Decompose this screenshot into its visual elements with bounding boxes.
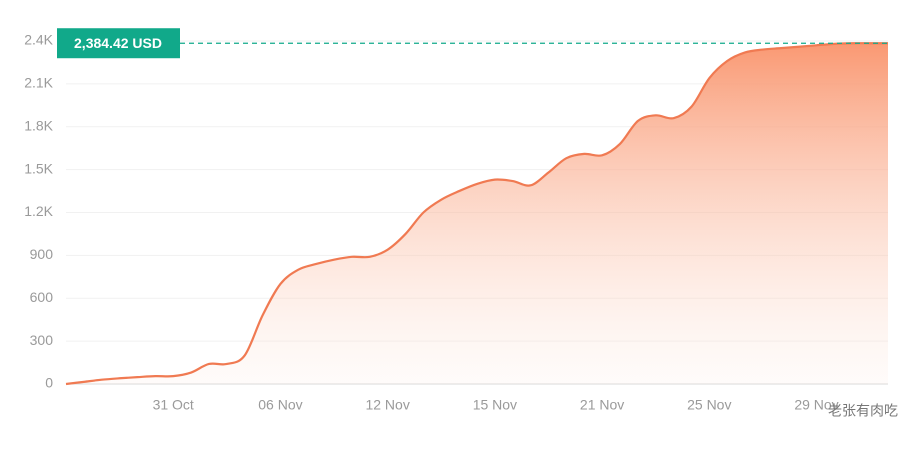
y-tick-label: 2.1K (24, 75, 53, 91)
plot (65, 42, 888, 386)
y-tick-label: 0 (45, 375, 53, 391)
area-fill (66, 43, 888, 385)
y-tick-label: 1.5K (24, 160, 53, 176)
x-tick-label: 15 Nov (473, 397, 517, 413)
x-tick-label: 06 Nov (258, 397, 302, 413)
y-tick-label: 1.8K (24, 117, 53, 133)
x-tick-label: 25 Nov (687, 397, 731, 413)
y-tick-label: 1.2K (24, 203, 53, 219)
labels: 0 300 600 900 1.2K 1.5K 1.8K 2.1K 2.4K 31 Oct 06 N… (24, 28, 839, 413)
annotation-box (57, 28, 180, 59)
y-tick-label: 2.4K (24, 32, 53, 48)
annotation-label: 2,384.42 USD (74, 35, 162, 51)
x-tick-label: 21 Nov (580, 397, 624, 413)
x-tick-label: 31 Oct (153, 397, 194, 413)
x-tick-label: 29 Nov (794, 397, 838, 413)
y-tick-label: 600 (30, 289, 54, 305)
watermark: 老张有肉吃 (828, 403, 898, 419)
y-tick-label: 900 (30, 246, 54, 262)
line (65, 42, 888, 386)
x-tick-label: 12 Nov (365, 397, 409, 413)
y-tick-label: 300 (30, 332, 54, 348)
